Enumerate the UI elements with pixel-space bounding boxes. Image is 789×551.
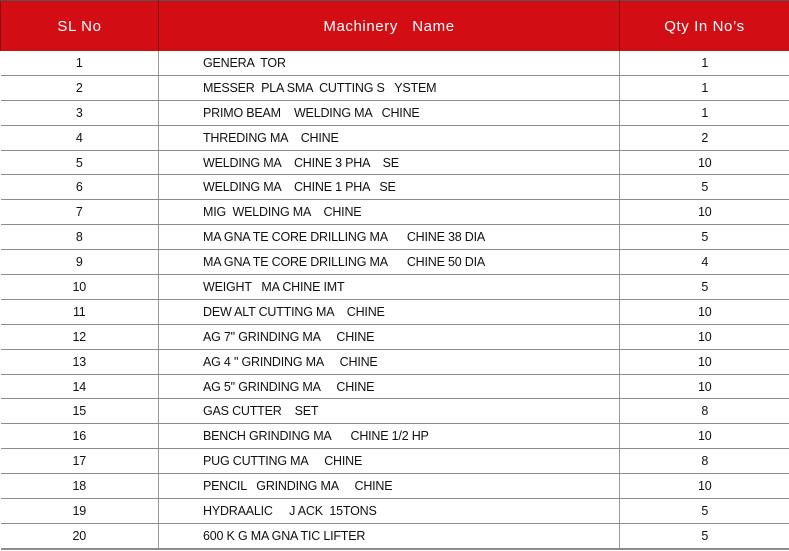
qty-cell: 1 bbox=[619, 51, 789, 76]
sl-no-cell: 9 bbox=[0, 249, 159, 276]
sl-no-cell: 2 bbox=[0, 75, 159, 101]
qty-cell: 1 bbox=[619, 75, 789, 101]
machinery-name-cell: MESSER PLA SMA CUTTING S YSTEM bbox=[158, 75, 620, 101]
qty-cell: 5 bbox=[619, 274, 789, 300]
table-row: 10 WEIGHT MA CHINE IMT 5 bbox=[0, 274, 789, 300]
machinery-name-cell: WELDING MA CHINE 3 PHA SE bbox=[158, 150, 620, 176]
table-row: 3 PRIMO BEAM WELDING MA CHINE 1 bbox=[0, 100, 789, 126]
table-row: 2 MESSER PLA SMA CUTTING S YSTEM 1 bbox=[0, 75, 789, 101]
header-row: SL No Machinery Name Qty In No’s bbox=[0, 0, 789, 51]
machinery-name-cell: BENCH GRINDING MA CHINE 1/2 HP bbox=[158, 423, 620, 450]
qty-cell: 10 bbox=[619, 349, 789, 375]
table-row: 16 BENCH GRINDING MA CHINE 1/2 HP 10 bbox=[0, 423, 789, 450]
qty-cell: 10 bbox=[619, 423, 789, 450]
qty-cell: 10 bbox=[619, 324, 789, 350]
table-row: 15 GAS CUTTER SET 8 bbox=[0, 398, 789, 425]
machinery-name-cell: MA GNA TE CORE DRILLING MA CHINE 50 DIA bbox=[158, 249, 620, 276]
qty-cell: 8 bbox=[619, 448, 789, 475]
sl-no-cell: 5 bbox=[0, 150, 159, 176]
qty-cell: 10 bbox=[619, 150, 789, 176]
qty-cell: 5 bbox=[619, 523, 789, 550]
sl-no-cell: 12 bbox=[0, 324, 159, 350]
machinery-name-cell: MA GNA TE CORE DRILLING MA CHINE 38 DIA bbox=[158, 224, 620, 251]
qty-cell: 1 bbox=[619, 100, 789, 126]
table-row: 18 PENCIL GRINDING MA CHINE 10 bbox=[0, 473, 789, 500]
machinery-name-cell: PUG CUTTING MA CHINE bbox=[158, 448, 620, 475]
table-row: 17 PUG CUTTING MA CHINE 8 bbox=[0, 448, 789, 475]
qty-cell: 10 bbox=[619, 374, 789, 400]
sl-no-cell: 18 bbox=[0, 473, 159, 500]
machinery-name-cell: WEIGHT MA CHINE IMT bbox=[158, 274, 620, 300]
qty-cell: 4 bbox=[619, 249, 789, 276]
qty-cell: 8 bbox=[619, 398, 789, 425]
machinery-name-cell: HYDRAALIC J ACK 15TONS bbox=[158, 498, 620, 524]
table-row: 19 HYDRAALIC J ACK 15TONS 5 bbox=[0, 498, 789, 524]
sl-no-cell: 7 bbox=[0, 199, 159, 226]
header-qty: Qty In No’s bbox=[619, 0, 789, 51]
table-row: 7 MIG WELDING MA CHINE 10 bbox=[0, 199, 789, 226]
qty-cell: 5 bbox=[619, 498, 789, 524]
qty-cell: 2 bbox=[619, 125, 789, 151]
header-sl-no: SL No bbox=[0, 0, 159, 51]
sl-no-cell: 6 bbox=[0, 174, 159, 201]
table-row: 1 GENERA TOR 1 bbox=[0, 51, 789, 76]
table-row: 13 AG 4 " GRINDING MA CHINE 10 bbox=[0, 349, 789, 375]
machinery-name-cell: WELDING MA CHINE 1 PHA SE bbox=[158, 174, 620, 201]
table-row: 12 AG 7" GRINDING MA CHINE 10 bbox=[0, 324, 789, 350]
machinery-name-cell: GENERA TOR bbox=[158, 51, 620, 76]
sl-no-cell: 13 bbox=[0, 349, 159, 375]
machinery-name-cell: GAS CUTTER SET bbox=[158, 398, 620, 425]
sl-no-cell: 19 bbox=[0, 498, 159, 524]
sl-no-cell: 4 bbox=[0, 125, 159, 151]
machinery-name-cell: AG 7" GRINDING MA CHINE bbox=[158, 324, 620, 350]
machinery-name-cell: MIG WELDING MA CHINE bbox=[158, 199, 620, 226]
sl-no-cell: 16 bbox=[0, 423, 159, 450]
table-row: 6 WELDING MA CHINE 1 PHA SE 5 bbox=[0, 174, 789, 201]
table-header: SL No Machinery Name Qty In No’s bbox=[0, 0, 789, 51]
table-row: 9 MA GNA TE CORE DRILLING MA CHINE 50 DIA… bbox=[0, 249, 789, 276]
machinery-name-cell: DEW ALT CUTTING MA CHINE bbox=[158, 299, 620, 325]
table-row: 20 600 K G MA GNA TIC LIFTER 5 bbox=[0, 523, 789, 550]
table-row: 8 MA GNA TE CORE DRILLING MA CHINE 38 DIA… bbox=[0, 224, 789, 251]
sl-no-cell: 17 bbox=[0, 448, 159, 475]
qty-cell: 10 bbox=[619, 299, 789, 325]
sl-no-cell: 1 bbox=[0, 51, 159, 76]
table-row: 14 AG 5" GRINDING MA CHINE 10 bbox=[0, 374, 789, 400]
qty-cell: 10 bbox=[619, 473, 789, 500]
header-machinery-name: Machinery Name bbox=[158, 0, 620, 51]
machinery-name-cell: 600 K G MA GNA TIC LIFTER bbox=[158, 523, 620, 550]
sl-no-cell: 3 bbox=[0, 100, 159, 126]
sl-no-cell: 10 bbox=[0, 274, 159, 300]
table-row: 5 WELDING MA CHINE 3 PHA SE 10 bbox=[0, 150, 789, 176]
sl-no-cell: 8 bbox=[0, 224, 159, 251]
sl-no-cell: 15 bbox=[0, 398, 159, 425]
qty-cell: 10 bbox=[619, 199, 789, 226]
machinery-name-cell: THREDING MA CHINE bbox=[158, 125, 620, 151]
qty-cell: 5 bbox=[619, 224, 789, 251]
machinery-name-cell: PENCIL GRINDING MA CHINE bbox=[158, 473, 620, 500]
sl-no-cell: 20 bbox=[0, 523, 159, 550]
machinery-name-cell: PRIMO BEAM WELDING MA CHINE bbox=[158, 100, 620, 126]
qty-cell: 5 bbox=[619, 174, 789, 201]
table-row: 11 DEW ALT CUTTING MA CHINE 10 bbox=[0, 299, 789, 325]
sl-no-cell: 14 bbox=[0, 374, 159, 400]
machinery-name-cell: AG 5" GRINDING MA CHINE bbox=[158, 374, 620, 400]
table-body: 1 GENERA TOR 1 2 MESSER PLA SMA CUTTING S YS… bbox=[0, 51, 789, 550]
table-row: 4 THREDING MA CHINE 2 bbox=[0, 125, 789, 151]
machinery-name-cell: AG 4 " GRINDING MA CHINE bbox=[158, 349, 620, 375]
sl-no-cell: 11 bbox=[0, 299, 159, 325]
